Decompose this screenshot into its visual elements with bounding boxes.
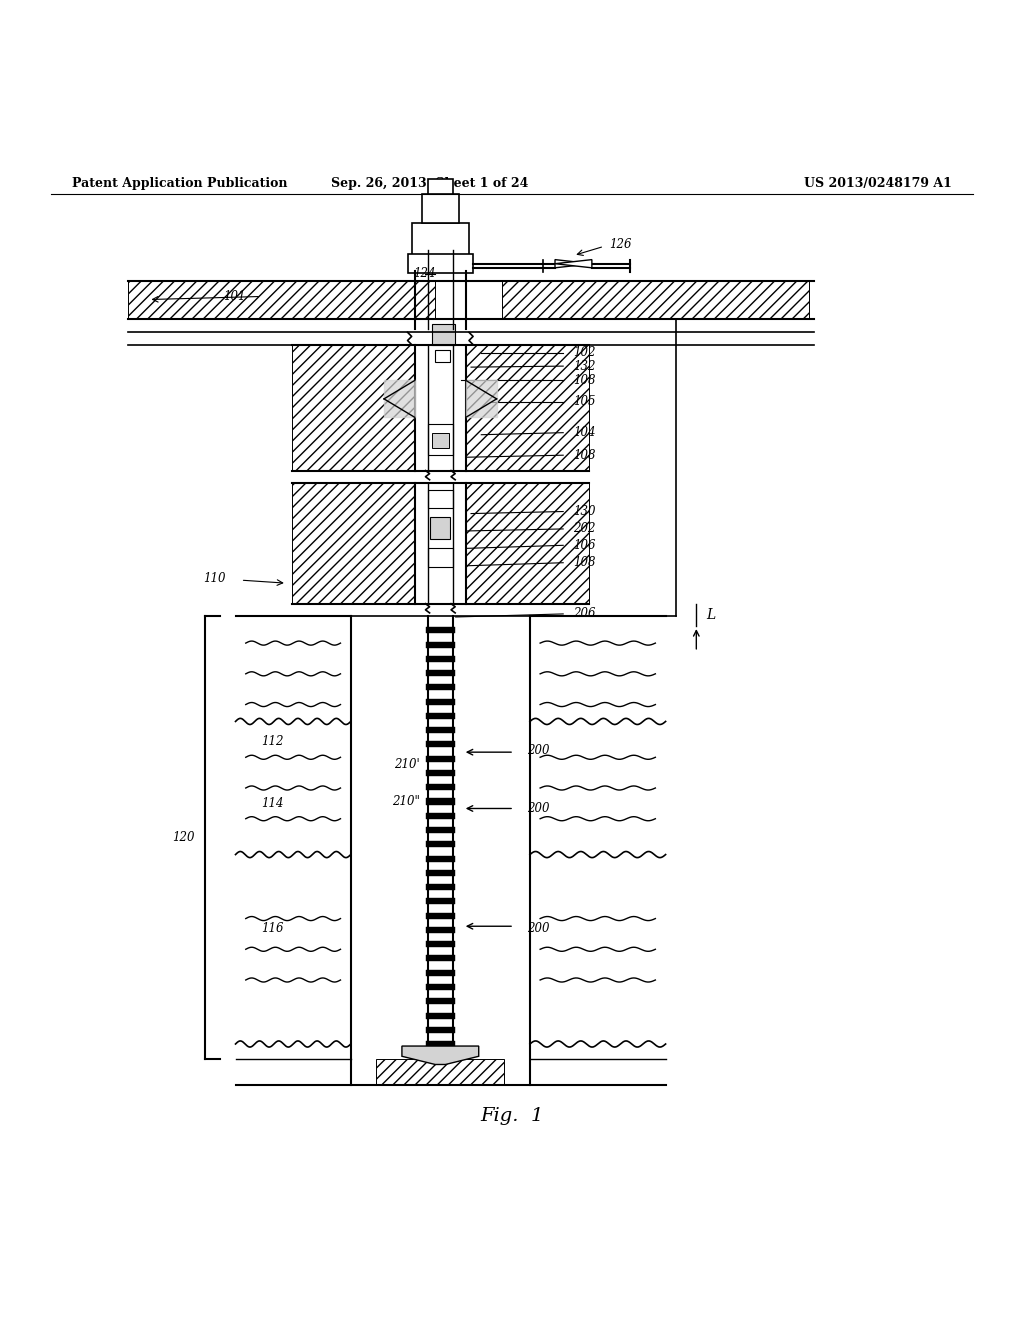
Bar: [428, 425, 453, 455]
Bar: [426, 713, 455, 719]
Bar: [128, 281, 435, 319]
Bar: [466, 345, 589, 470]
Bar: [426, 1041, 455, 1047]
Bar: [408, 255, 473, 273]
Text: US 2013/0248179 A1: US 2013/0248179 A1: [805, 177, 952, 190]
Text: 126: 126: [609, 238, 632, 251]
Bar: [292, 483, 415, 603]
Bar: [428, 490, 453, 508]
Text: 200: 200: [527, 803, 550, 814]
Bar: [292, 345, 415, 470]
Bar: [426, 755, 455, 762]
Text: 200: 200: [527, 921, 550, 935]
Bar: [426, 656, 455, 661]
Text: 200: 200: [527, 743, 550, 756]
Bar: [426, 642, 455, 648]
Text: 105: 105: [573, 396, 596, 408]
Bar: [432, 433, 449, 447]
Text: 130: 130: [573, 506, 596, 517]
Bar: [426, 770, 455, 776]
Bar: [432, 325, 455, 345]
Bar: [426, 998, 455, 1005]
Text: Fig.  1: Fig. 1: [480, 1106, 544, 1125]
Text: Sep. 26, 2013  Sheet 1 of 24: Sep. 26, 2013 Sheet 1 of 24: [332, 177, 528, 190]
Text: 210": 210": [392, 795, 420, 808]
Text: L: L: [707, 609, 716, 622]
Bar: [426, 828, 455, 833]
Text: 108: 108: [573, 449, 596, 462]
Bar: [426, 784, 455, 791]
Bar: [426, 813, 455, 818]
Bar: [435, 350, 450, 362]
Text: 108: 108: [573, 556, 596, 569]
Bar: [426, 1027, 455, 1032]
Bar: [426, 627, 455, 634]
Bar: [428, 178, 453, 194]
Bar: [502, 281, 809, 319]
Text: 106: 106: [573, 539, 596, 552]
Text: 110: 110: [203, 572, 225, 585]
Bar: [426, 698, 455, 705]
Bar: [466, 483, 589, 603]
Text: 114: 114: [261, 797, 284, 810]
Bar: [426, 927, 455, 933]
Text: 210': 210': [394, 758, 420, 771]
Bar: [426, 899, 455, 904]
Bar: [426, 884, 455, 890]
Bar: [426, 742, 455, 747]
Bar: [426, 671, 455, 676]
Bar: [426, 727, 455, 733]
Bar: [426, 983, 455, 990]
Bar: [377, 1060, 504, 1085]
Text: 124: 124: [413, 268, 435, 280]
Text: 108: 108: [573, 374, 596, 387]
Bar: [426, 912, 455, 919]
Text: 101: 101: [223, 290, 246, 304]
Text: 116: 116: [261, 921, 284, 935]
Text: 104: 104: [573, 426, 596, 440]
Text: 120: 120: [172, 832, 195, 845]
Text: 202: 202: [573, 523, 596, 536]
Bar: [426, 684, 455, 690]
Bar: [426, 941, 455, 948]
Bar: [426, 799, 455, 805]
Bar: [422, 194, 459, 223]
Text: 102: 102: [573, 346, 596, 359]
Bar: [412, 223, 469, 265]
Text: 206: 206: [573, 607, 596, 620]
Polygon shape: [555, 260, 592, 268]
Bar: [426, 870, 455, 876]
Bar: [426, 1012, 455, 1019]
Bar: [428, 548, 453, 566]
Bar: [430, 516, 451, 539]
Text: Patent Application Publication: Patent Application Publication: [72, 177, 287, 190]
Text: 132: 132: [573, 359, 596, 372]
Bar: [426, 970, 455, 975]
Bar: [426, 956, 455, 961]
Polygon shape: [401, 1045, 479, 1064]
Text: 112: 112: [261, 735, 284, 748]
Polygon shape: [555, 260, 592, 268]
Bar: [426, 841, 455, 847]
Bar: [426, 855, 455, 862]
